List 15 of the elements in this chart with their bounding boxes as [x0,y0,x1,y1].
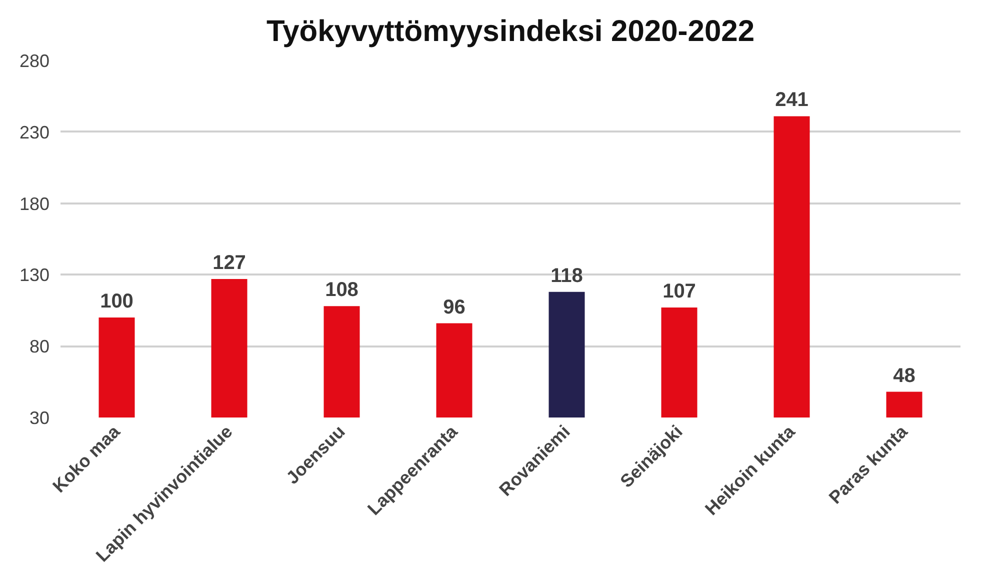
y-tick-label: 180 [19,194,50,214]
data-label: 100 [100,290,134,313]
data-label: 241 [775,89,808,112]
y-tick-label: 230 [19,122,50,142]
data-label: 127 [212,252,246,274]
chart-title: Työkyvyttömyysindeksi 2020-2022 [266,15,755,48]
data-label: 48 [893,364,916,387]
data-label: 107 [662,280,696,303]
y-tick-label: 130 [19,265,50,286]
data-label: 118 [550,264,583,287]
data-label: 96 [443,296,466,318]
y-tick-label: 280 [19,51,50,71]
y-tick-label: 30 [29,408,50,428]
data-label: 108 [325,279,358,302]
y-tick-label: 80 [29,336,50,357]
